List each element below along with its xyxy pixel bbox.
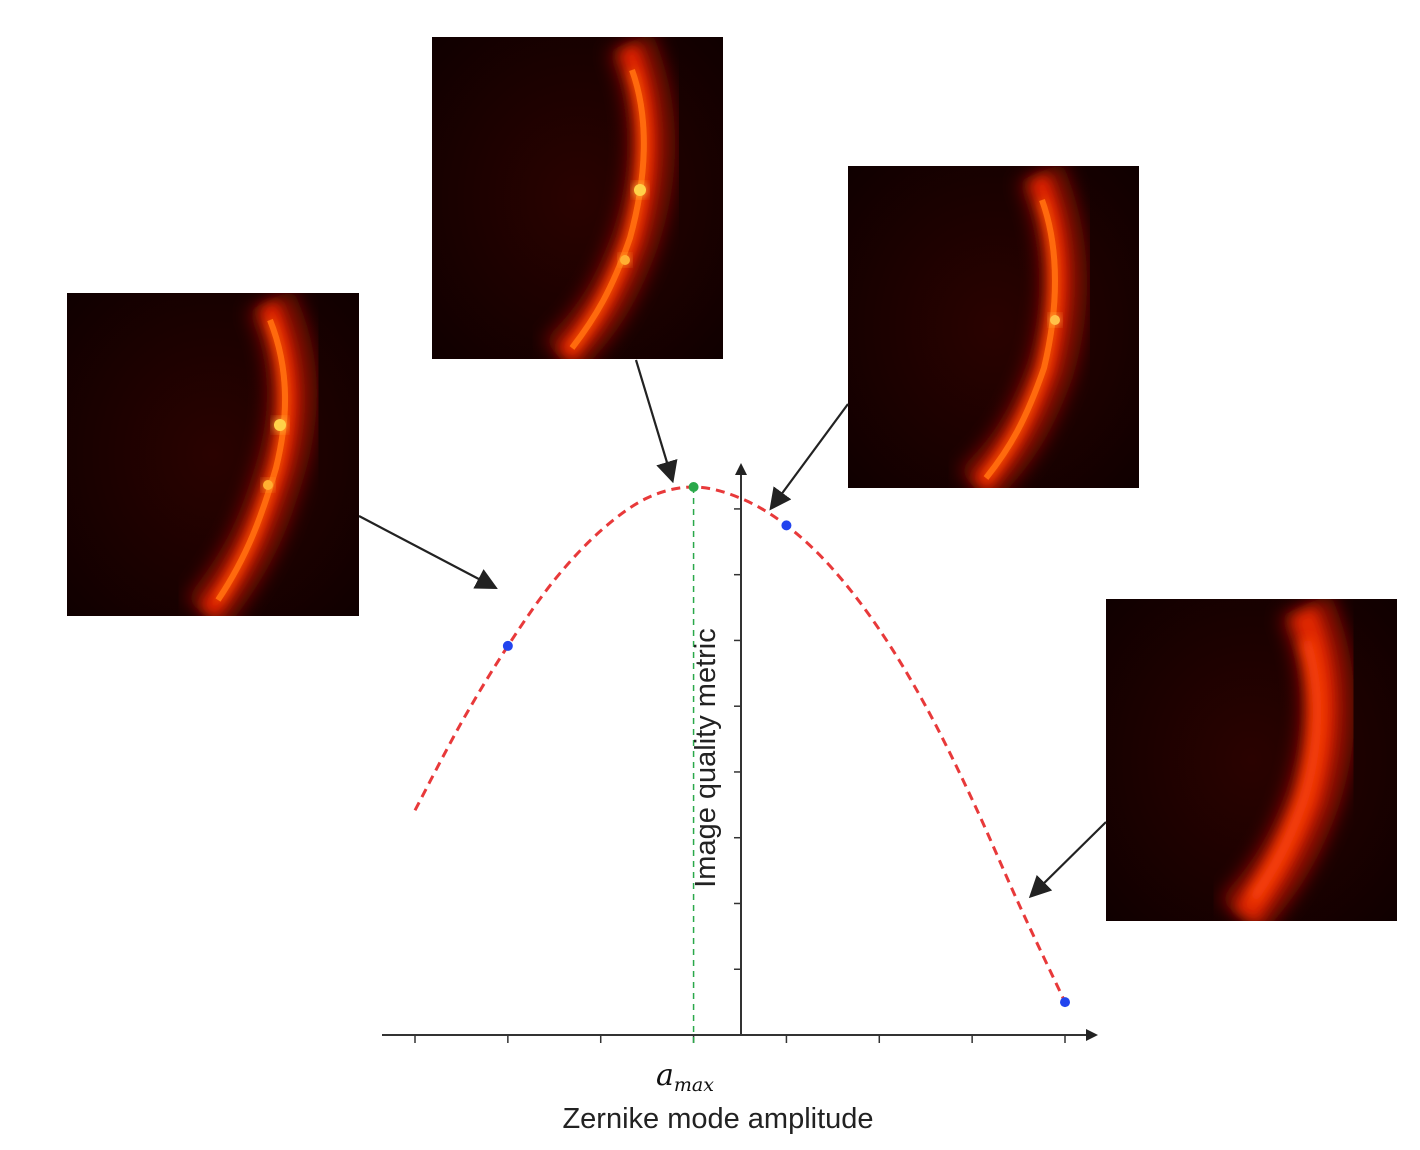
sample-points (502, 482, 1070, 1008)
arrow-icon (769, 403, 849, 511)
sample-point (502, 640, 513, 651)
fluorescence-image-icon (67, 293, 359, 616)
arrow-icon (634, 359, 678, 484)
x-axis (382, 1029, 1098, 1043)
arrow-icon (1028, 821, 1107, 899)
y-axis-label: Image quality metric (690, 628, 722, 888)
arrow-icon (358, 515, 498, 590)
peak-label-subscript: max (674, 1074, 714, 1096)
metric-curve (413, 485, 1067, 1003)
x-axis-label: Zernike mode amplitude (562, 1103, 873, 1135)
y-axis (734, 463, 747, 1035)
fluorescence-image-icon (848, 166, 1139, 488)
peak-point (688, 482, 699, 492)
sample-point (781, 520, 792, 531)
sample-point (1060, 997, 1070, 1008)
peak-label-symbol: a (656, 1058, 674, 1093)
peak-label: amax (656, 1058, 714, 1096)
fluorescence-image-icon (432, 37, 723, 359)
fluorescence-image-icon (1106, 599, 1397, 921)
